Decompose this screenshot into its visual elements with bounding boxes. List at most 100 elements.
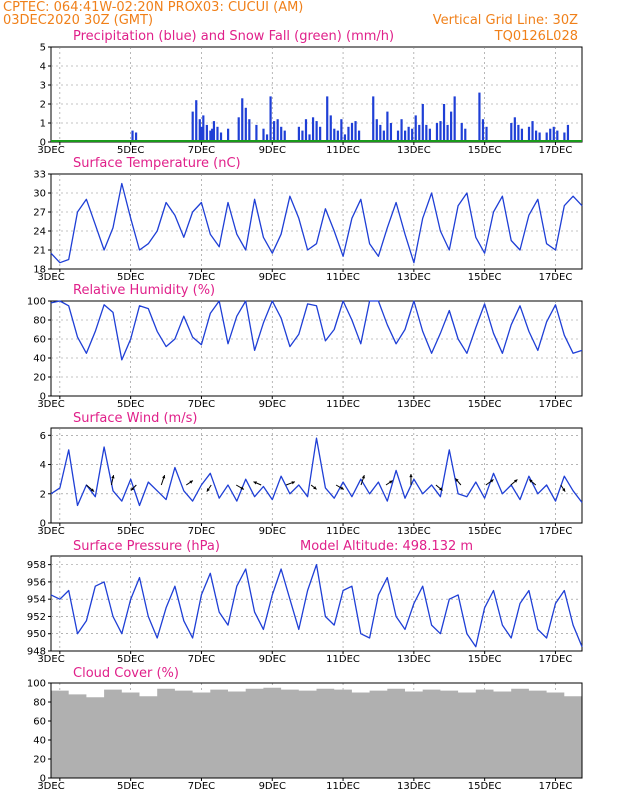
precip-bar <box>538 132 541 142</box>
precip-bar <box>396 130 400 142</box>
cloud-ytick-label: 0 <box>40 774 46 785</box>
wind-arrow-head <box>490 479 494 483</box>
precip-bar <box>280 126 283 142</box>
wind-arrow-head <box>409 474 413 478</box>
rh-panel: 0 20 40 60 80 100 3DEC 5DEC 7DEC 9DEC 11DEC 13DEC 15… <box>27 297 583 410</box>
rh-ytick-label: 60 <box>33 335 46 346</box>
precip-bar <box>329 115 332 142</box>
wind-xtick-label: 9DEC <box>259 526 286 537</box>
precip-bar <box>411 128 414 142</box>
cloud-xtick-label: 13DEC <box>397 781 431 792</box>
precip-bar <box>311 117 315 142</box>
precip-title: Precipitation (blue) and Snow Fall (gree… <box>73 29 394 44</box>
temp-ytick-label: 30 <box>33 189 46 200</box>
precip-bar <box>382 130 385 142</box>
rh-ytick-label: 40 <box>33 354 46 365</box>
temp-ytick-label: 21 <box>33 246 46 257</box>
wind-arrow-head <box>389 480 393 484</box>
precip-bar <box>375 119 378 142</box>
press-ytick-label: 952 <box>27 612 46 623</box>
precip-bar <box>520 128 524 142</box>
temp-xtick-label: 11DEC <box>326 272 360 283</box>
precip-bar <box>534 130 538 142</box>
wind-arrow-head <box>162 475 166 479</box>
press-xtick-label: 11DEC <box>326 654 360 665</box>
precip-ytick-label: 2 <box>40 100 46 111</box>
wind-arrow-head <box>206 488 210 492</box>
wind-arrow-head <box>455 478 459 482</box>
rh-xtick-label: 17DEC <box>539 399 573 410</box>
precip-xtick-label: 13DEC <box>397 145 431 156</box>
cloud-ytick-label: 40 <box>33 736 46 747</box>
rh-xtick-label: 11DEC <box>326 399 360 410</box>
precip-bar <box>237 117 240 142</box>
wind-arrow-head <box>513 479 518 483</box>
press-panel: 948 950 952 954 956 958 3DEC 5DEC 7DEC 9DEC 11DEC 1… <box>27 555 583 665</box>
precip-bar <box>255 124 258 142</box>
press-xtick-label: 15DEC <box>468 654 502 665</box>
precip-bar <box>389 123 393 142</box>
press-xtick-label: 3DEC <box>37 654 64 665</box>
precip-panel: 0 1 2 3 4 5 3DEC 5DEC 7DEC 9DEC 11DEC 13DEC 15DEC 17D… <box>37 43 583 156</box>
press-xtick-label: 7DEC <box>188 654 215 665</box>
rh-ytick-label: 20 <box>33 373 46 384</box>
precip-bar <box>428 128 431 142</box>
press-title: Surface Pressure (hPa) <box>73 539 220 554</box>
precip-bar <box>549 128 552 142</box>
precip-bar <box>319 126 322 142</box>
cloud-xtick-label: 3DEC <box>37 781 64 792</box>
precip-bar <box>407 126 410 142</box>
wind-arrow-head <box>291 481 295 485</box>
cloud-ytick-label: 80 <box>33 698 46 709</box>
precip-bar <box>343 134 347 142</box>
cloud-xtick-label: 9DEC <box>259 781 286 792</box>
wind-xtick-label: 3DEC <box>37 526 64 537</box>
precip-bar <box>446 124 449 142</box>
precip-xtick-label: 15DEC <box>468 145 502 156</box>
cloud-xtick-label: 15DEC <box>468 781 502 792</box>
precip-bar <box>326 96 329 142</box>
wind-xtick-label: 5DEC <box>117 526 144 537</box>
temp-xtick-label: 17DEC <box>539 272 573 283</box>
precip-bar <box>464 128 467 142</box>
precip-xtick-label: 3DEC <box>37 145 64 156</box>
precip-ytick-label: 0 <box>40 138 46 149</box>
precip-bar <box>414 115 417 142</box>
precip-ytick-label: 5 <box>40 43 46 54</box>
temp-xtick-label: 7DEC <box>188 272 215 283</box>
cloud-title: Cloud Cover (%) <box>73 666 179 681</box>
precip-bar <box>308 134 311 142</box>
wind-arrow-head <box>562 488 566 492</box>
precip-bar <box>131 130 134 142</box>
rh-title: Relative Humidity (%) <box>73 283 215 298</box>
cloud-xtick-label: 11DEC <box>326 781 360 792</box>
precip-xtick-label: 5DEC <box>117 145 144 156</box>
temp-xtick-label: 9DEC <box>259 272 286 283</box>
wind-series-line <box>50 437 583 507</box>
rh-ytick-label: 0 <box>40 392 46 403</box>
precip-bar <box>269 96 272 142</box>
header-station-code: TQ0126L028 <box>494 29 578 44</box>
wind-arrow-head <box>111 475 115 479</box>
cloud-area <box>51 687 582 778</box>
cloud-panel: 0 20 40 60 80 100 3DEC 5DEC 7DEC 9DEC 11DEC 13DEC 15… <box>27 679 583 792</box>
wind-xtick-label: 15DEC <box>468 526 502 537</box>
wind-panel: 0 2 4 6 3DEC 5DEC 7DEC 9DEC 11DEC 13DEC 15DEC 17DEC <box>37 427 583 537</box>
rh-xtick-label: 3DEC <box>37 399 64 410</box>
precip-bar <box>347 126 350 142</box>
rh-xtick-label: 15DEC <box>468 399 502 410</box>
wind-title: Surface Wind (m/s) <box>73 411 197 426</box>
wind-arrow-head <box>340 486 344 490</box>
temp-xtick-label: 13DEC <box>397 272 431 283</box>
precip-bar <box>421 104 424 142</box>
wind-arrow-head <box>90 488 95 492</box>
temp-ytick-label: 33 <box>33 170 46 181</box>
cloud-ytick-label: 60 <box>33 717 46 728</box>
precip-bar <box>372 96 375 142</box>
precip-bar <box>510 123 513 142</box>
precip-ytick-label: 1 <box>40 119 46 130</box>
precip-bar <box>400 119 403 142</box>
precip-xtick-label: 17DEC <box>539 145 573 156</box>
precip-bar <box>227 128 230 142</box>
precip-bar <box>336 130 339 142</box>
